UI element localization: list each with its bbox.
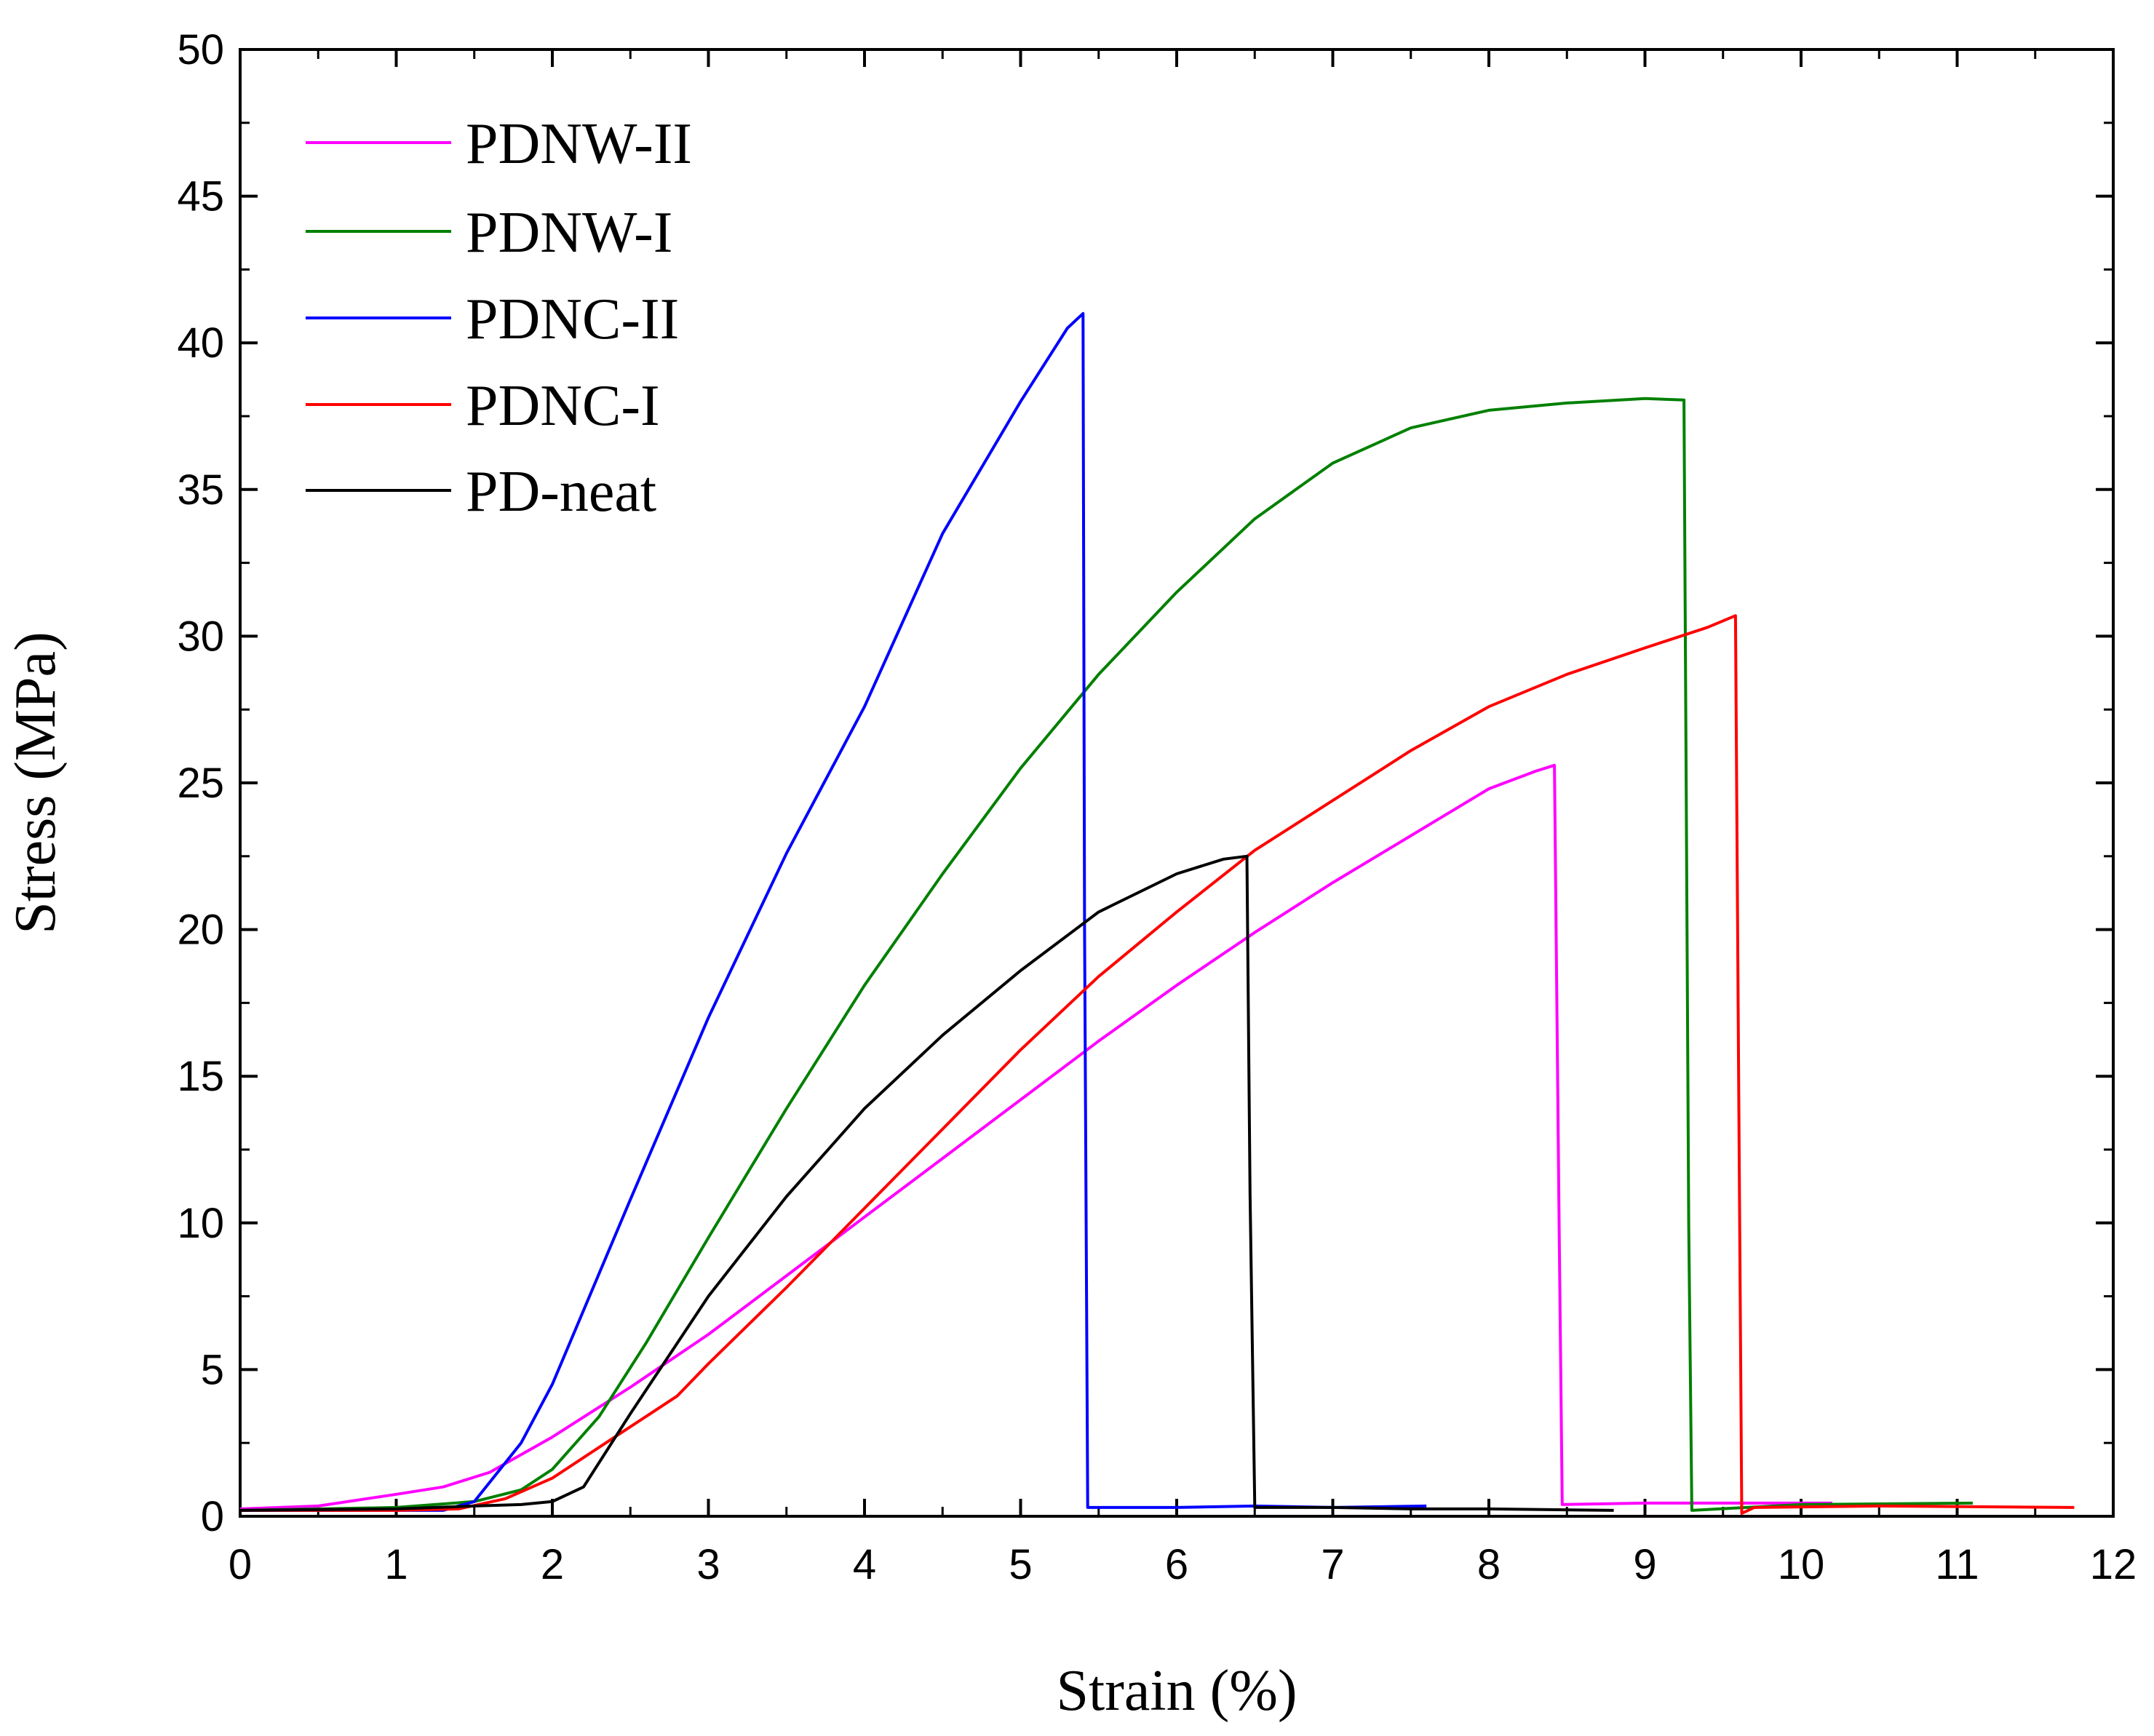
x-tick-label: 4 bbox=[853, 1541, 876, 1588]
legend-label-pdnc-ii: PDNC-II bbox=[466, 287, 679, 351]
y-tick-label: 50 bbox=[177, 26, 224, 73]
x-tick-label: 6 bbox=[1165, 1541, 1188, 1588]
x-tick-label: 0 bbox=[228, 1541, 252, 1588]
plot-frame bbox=[239, 48, 2115, 1518]
x-tick-label: 2 bbox=[541, 1541, 564, 1588]
x-tick-label: 3 bbox=[696, 1541, 720, 1588]
y-tick-label: 5 bbox=[201, 1346, 224, 1393]
x-tick-label: 12 bbox=[2090, 1541, 2137, 1588]
series-line-pdnc-i bbox=[240, 614, 2075, 1515]
x-axis-title: Strain (%) bbox=[1056, 1659, 1297, 1723]
y-tick-label: 0 bbox=[201, 1493, 224, 1540]
axis-ticks bbox=[239, 48, 2115, 1518]
x-tick-label: 7 bbox=[1321, 1541, 1344, 1588]
series-line-pd-neat bbox=[239, 854, 1614, 1512]
legend-label-pdnc-i: PDNC-I bbox=[466, 374, 660, 438]
x-tick-label: 1 bbox=[384, 1541, 408, 1588]
series-line-pdnc-ii bbox=[240, 311, 1427, 1512]
y-tick-label: 35 bbox=[177, 466, 224, 514]
y-tick-label: 10 bbox=[177, 1200, 224, 1247]
y-tick-label: 40 bbox=[177, 319, 224, 367]
legend-label-pdnw-i: PDNW-I bbox=[466, 201, 672, 265]
x-tick-label: 10 bbox=[1778, 1541, 1825, 1588]
series-line-pdnw-ii bbox=[239, 763, 1832, 1510]
y-tick-label: 20 bbox=[177, 907, 224, 954]
legend-label-pdnw-ii: PDNW-II bbox=[466, 112, 692, 176]
y-tick-label: 45 bbox=[177, 173, 224, 220]
x-tick-label: 8 bbox=[1477, 1541, 1501, 1588]
x-tick-label: 5 bbox=[1009, 1541, 1032, 1588]
legend-label-pd-neat: PD-neat bbox=[466, 460, 656, 524]
series-lines bbox=[239, 311, 2075, 1515]
series-line-pdnw-i bbox=[239, 397, 1973, 1512]
legend: PDNW-II PDNW-I PDNC-II PDNC-I PD-neat bbox=[306, 112, 692, 524]
y-axis-title: Stress (MPa) bbox=[4, 632, 68, 934]
x-tick-label: 11 bbox=[1935, 1541, 1979, 1588]
y-tick-label: 15 bbox=[177, 1053, 224, 1100]
x-tick-label: 9 bbox=[1633, 1541, 1656, 1588]
y-tick-label: 25 bbox=[177, 760, 224, 807]
y-tick-label: 30 bbox=[177, 613, 224, 660]
